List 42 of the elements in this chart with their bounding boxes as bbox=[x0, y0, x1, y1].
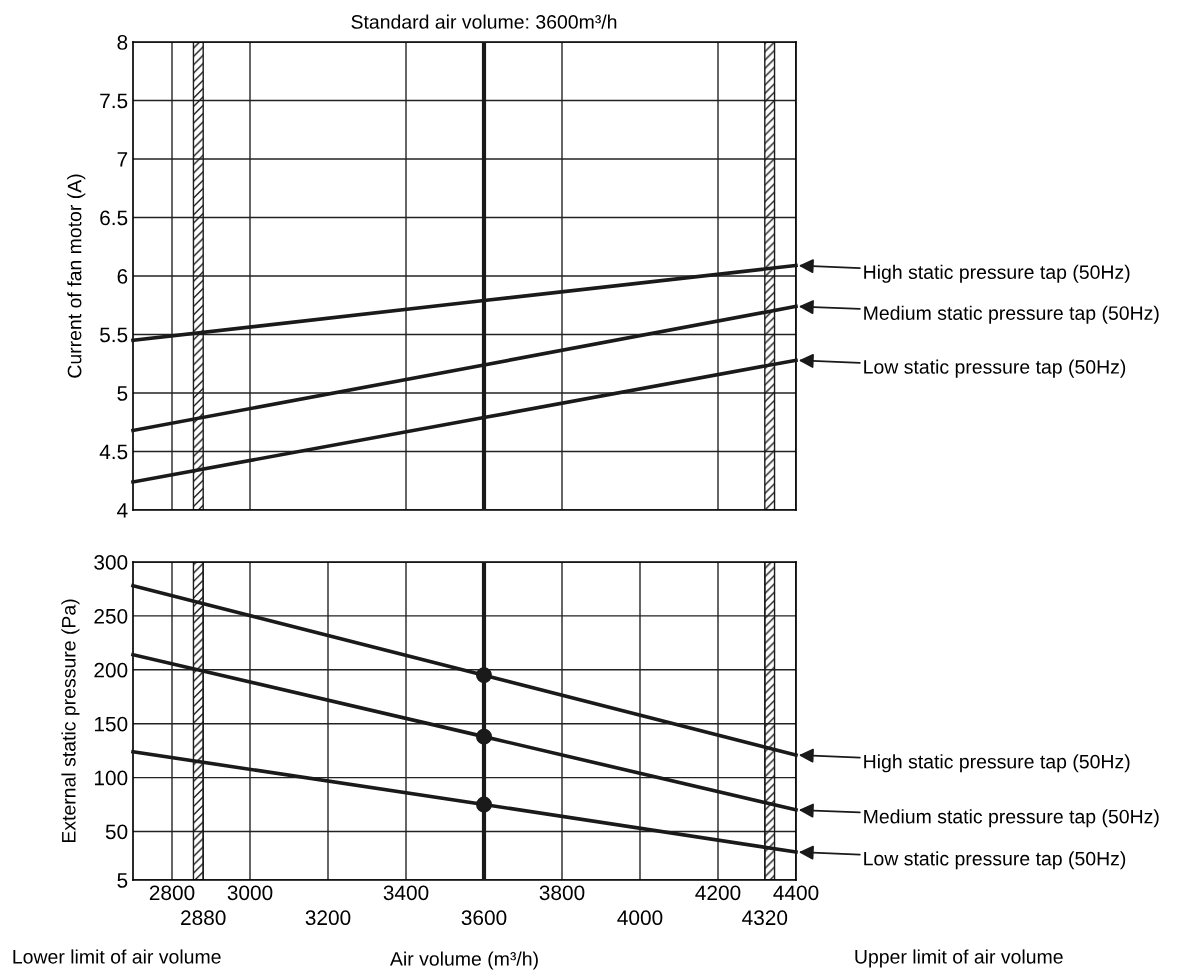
x-tick-label: 4200 bbox=[695, 885, 741, 901]
y-tick-label: 6.5 bbox=[100, 210, 128, 226]
y-axis-title: Current of fan motor (A) bbox=[67, 174, 86, 378]
legend-label: Low static pressure tap (50Hz) bbox=[864, 359, 1126, 378]
x2-tick-label: 2880 bbox=[181, 910, 226, 926]
y-tick-label: 5 bbox=[117, 873, 128, 888]
legend-label: Medium static pressure tap (50Hz) bbox=[864, 809, 1159, 828]
x2-tick-label: 3200 bbox=[305, 910, 351, 926]
y-axis-title: External static pressure (Pa) bbox=[61, 599, 80, 843]
legend-label: High static pressure tap (50Hz) bbox=[864, 264, 1130, 283]
ref-line-label: Standard air volume: 3600m³/h bbox=[351, 14, 617, 29]
text: Upper limit of air volume bbox=[855, 949, 1063, 968]
y-tick-label: 7 bbox=[117, 152, 128, 167]
y-tick-label: 4 bbox=[117, 503, 128, 518]
legend-label: Medium static pressure tap (50Hz) bbox=[864, 305, 1159, 324]
text: Lower limit of air volume bbox=[13, 949, 221, 964]
legend-label: High static pressure tap (50Hz) bbox=[864, 754, 1130, 773]
y-tick-label: 6 bbox=[117, 269, 128, 284]
x-axis-title: Air volume (m³/h) bbox=[390, 951, 538, 970]
x-tick-label: 4400 bbox=[773, 885, 819, 901]
y-tick-label: 5.5 bbox=[100, 327, 128, 343]
x2-tick-label: 4000 bbox=[617, 910, 663, 926]
y-tick-label: 7.5 bbox=[100, 93, 128, 109]
point bbox=[476, 667, 492, 684]
x-tick-label: 3000 bbox=[227, 885, 273, 901]
y-tick-label: 300 bbox=[94, 555, 128, 570]
x2-tick-label: 3600 bbox=[461, 910, 507, 926]
y-tick-label: 50 bbox=[105, 824, 128, 840]
x-tick-label: 2800 bbox=[149, 885, 195, 901]
y-tick-label: 8 bbox=[117, 35, 128, 50]
legend-label: Low static pressure tap (50Hz) bbox=[864, 851, 1126, 870]
x-tick-label: 3800 bbox=[539, 885, 585, 901]
y-tick-label: 4.5 bbox=[99, 444, 128, 460]
point bbox=[476, 796, 492, 813]
y-tick-label: 200 bbox=[94, 662, 128, 678]
y-tick-label: 5 bbox=[117, 386, 128, 401]
y-tick-label: 100 bbox=[94, 770, 128, 786]
x2-tick-label: 4320 bbox=[742, 910, 788, 926]
y-tick-label: 150 bbox=[94, 716, 128, 732]
y-tick-label: 250 bbox=[94, 608, 128, 624]
point bbox=[476, 728, 492, 745]
x-tick-label: 3400 bbox=[383, 885, 429, 901]
